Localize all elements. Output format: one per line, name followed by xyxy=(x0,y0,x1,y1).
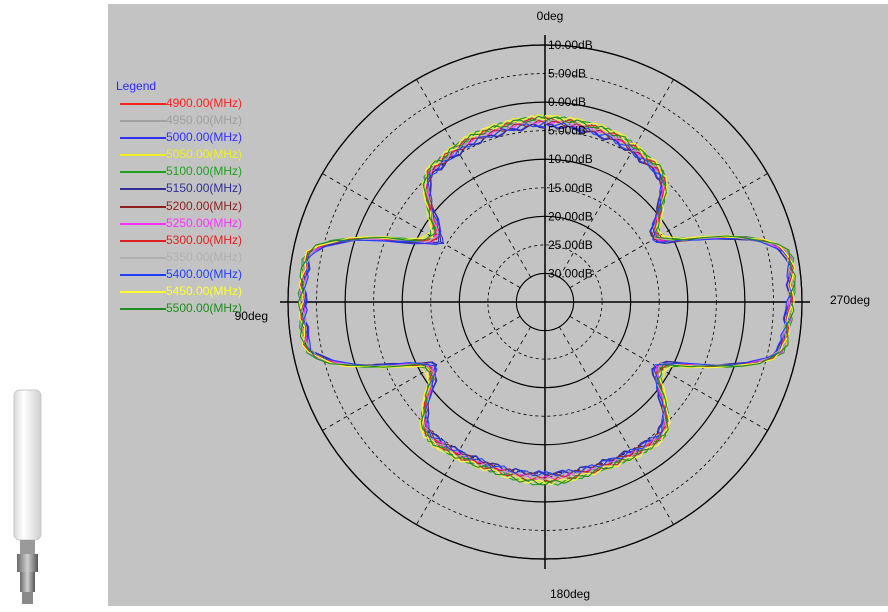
ring-label: 5.00dB xyxy=(548,67,586,81)
polar-grid xyxy=(280,35,810,569)
ring-label: 0.00dB xyxy=(548,95,586,109)
legend-label: 5350.00(MHz) xyxy=(166,249,243,264)
legend-item: 5500.00(MHz) xyxy=(116,300,266,317)
legend-label: 4950.00(MHz) xyxy=(166,113,243,128)
legend-swatch xyxy=(120,256,166,259)
legend-swatch xyxy=(120,222,166,225)
legend-item: 5300.00(MHz) xyxy=(116,232,266,249)
legend-swatch xyxy=(120,291,166,294)
series-line-11 xyxy=(301,121,792,477)
legend-item: 5200.00(MHz) xyxy=(116,198,266,215)
legend-label: 5100.00(MHz) xyxy=(166,164,243,179)
legend-swatch xyxy=(120,171,166,174)
grid-spoke xyxy=(416,326,532,525)
legend-label: 5050.00(MHz) xyxy=(166,147,243,162)
legend-item: 4900.00(MHz) xyxy=(116,95,266,112)
legend-swatch xyxy=(120,205,166,208)
legend-swatch xyxy=(120,103,166,105)
ring-label: 25.00dB xyxy=(548,238,593,252)
legend-label: 5200.00(MHz) xyxy=(166,198,243,213)
series-line-9 xyxy=(299,117,794,483)
series-line-12 xyxy=(298,115,796,486)
polar-chart: 10.00dB 5.00dB 0.00dB 5.00dB 10.00dB 15.00dB 2… xyxy=(235,9,870,601)
legend-swatch xyxy=(120,308,166,311)
ring-label: 20.00dB xyxy=(548,209,593,223)
legend-swatch xyxy=(120,273,166,276)
legend-label: 5500.00(MHz) xyxy=(166,301,243,316)
grid-spoke xyxy=(558,326,674,525)
legend-label: 4900.00(MHz) xyxy=(166,96,243,110)
legend-swatch xyxy=(120,239,166,242)
ring-label: 10.00dB xyxy=(548,152,593,166)
legend-label: 5000.00(MHz) xyxy=(166,130,243,145)
legend-label: 5250.00(MHz) xyxy=(166,215,243,230)
angle-label-left: 90deg xyxy=(235,309,268,323)
legend-label: 5450.00(MHz) xyxy=(166,284,243,299)
legend-swatch xyxy=(120,154,166,157)
legend-item: 5100.00(MHz) xyxy=(116,163,266,180)
angle-label-right: 270deg xyxy=(830,293,870,307)
series-line-10 xyxy=(299,118,794,480)
legend-swatch xyxy=(120,188,166,191)
ring-label: 30.00dB xyxy=(548,266,593,280)
ring-label: 15.00dB xyxy=(548,181,593,195)
angle-label-top: 0deg xyxy=(537,9,564,23)
grid-spoke xyxy=(322,315,521,431)
antenna-photo xyxy=(0,388,60,607)
grid-spoke xyxy=(569,315,768,431)
ring-label: 10.00dB xyxy=(548,38,593,52)
legend-item: 4950.00(MHz) xyxy=(116,112,266,129)
legend-label: 5150.00(MHz) xyxy=(166,181,243,196)
angle-label-bottom: 180deg xyxy=(550,587,590,601)
legend-item: 5050.00(MHz) xyxy=(116,146,266,163)
legend-item: 5250.00(MHz) xyxy=(116,215,266,232)
ring-label: 5.00dB xyxy=(548,124,586,138)
grid-spoke xyxy=(416,79,532,278)
series-layer xyxy=(297,113,796,486)
polar-plot-panel: 10.00dB 5.00dB 0.00dB 5.00dB 10.00dB 15.00dB 2… xyxy=(108,4,888,606)
grid-spoke xyxy=(322,173,521,289)
legend-item: 5350.00(MHz) xyxy=(116,249,266,266)
grid-spoke xyxy=(558,79,674,278)
legend-item: 5450.00(MHz) xyxy=(116,283,266,300)
legend-title: Legend xyxy=(116,79,157,93)
legend-item: 5400.00(MHz) xyxy=(116,266,266,283)
legend-swatch xyxy=(120,120,166,123)
series-line-13 xyxy=(297,115,796,486)
legend-label: 5400.00(MHz) xyxy=(166,266,243,281)
legend-swatch xyxy=(120,137,166,140)
legend: Legend 4900.00(MHz) 4950.00(MHz) 5000.00(M… xyxy=(116,78,266,317)
legend-label: 5300.00(MHz) xyxy=(166,232,243,247)
ring-labels: 10.00dB 5.00dB 0.00dB 5.00dB 10.00dB 15.00dB 2… xyxy=(548,38,593,280)
legend-item: 5150.00(MHz) xyxy=(116,180,266,197)
grid-spoke xyxy=(569,173,768,289)
legend-item: 5000.00(MHz) xyxy=(116,129,266,146)
